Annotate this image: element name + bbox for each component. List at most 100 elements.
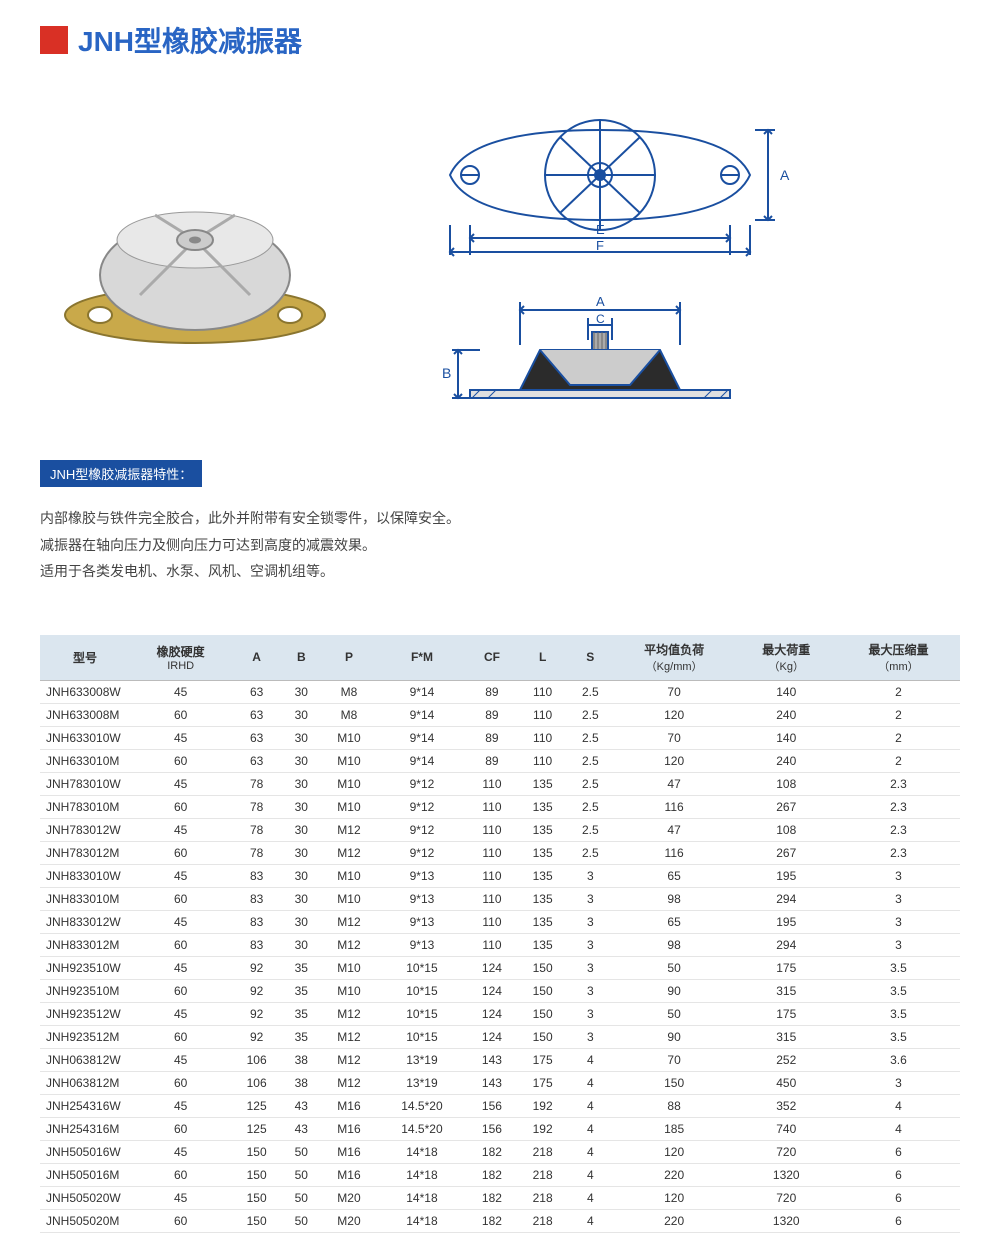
table-cell: 45 (130, 864, 231, 887)
images-row: A E F (40, 90, 960, 420)
table-cell: 6 (837, 1209, 960, 1232)
table-cell: 45 (130, 1140, 231, 1163)
table-cell: 150 (231, 1140, 282, 1163)
diagram-label-side-a: A (596, 294, 605, 309)
table-row: JNH923512M609235M1210*151241503903153.5 (40, 1025, 960, 1048)
table-cell: 4 (568, 1186, 613, 1209)
table-cell: 89 (467, 680, 518, 703)
table-cell: JNH505020M (40, 1209, 130, 1232)
table-row: JNH923510M609235M1010*151241503903153.5 (40, 979, 960, 1002)
table-cell: 6 (837, 1163, 960, 1186)
table-cell: 14*18 (377, 1163, 466, 1186)
table-header-cell: P (321, 635, 378, 681)
table-cell: 60 (130, 887, 231, 910)
table-cell: 90 (613, 1025, 736, 1048)
table-cell: M10 (321, 726, 378, 749)
table-cell: 116 (613, 795, 736, 818)
table-header-cell: F*M (377, 635, 466, 681)
table-cell: 50 (282, 1209, 321, 1232)
table-cell: 50 (282, 1140, 321, 1163)
table-cell: 182 (467, 1140, 518, 1163)
table-cell: 45 (130, 956, 231, 979)
desc-line: 适用于各类发电机、水泵、风机、空调机组等。 (40, 558, 960, 585)
table-cell: 9*13 (377, 910, 466, 933)
table-row: JNH505016W4515050M1614*1818221841207206 (40, 1140, 960, 1163)
table-cell: 124 (467, 1025, 518, 1048)
table-cell: 14*18 (377, 1186, 466, 1209)
table-cell: 9*14 (377, 703, 466, 726)
table-cell: 47 (613, 772, 736, 795)
table-cell: 110 (467, 933, 518, 956)
table-cell: 4 (568, 1094, 613, 1117)
table-header-cell: B (282, 635, 321, 681)
table-cell: JNH833010M (40, 887, 130, 910)
table-cell: 63 (231, 680, 282, 703)
table-cell: M10 (321, 749, 378, 772)
table-cell: 192 (517, 1094, 568, 1117)
table-cell: 150 (231, 1163, 282, 1186)
table-cell: 195 (736, 910, 837, 933)
table-header-cell: 平均值负荷（Kg/mm） (613, 635, 736, 681)
table-cell: 294 (736, 887, 837, 910)
table-cell: M12 (321, 1002, 378, 1025)
table-row: JNH063812W4510638M1213*191431754702523.6 (40, 1048, 960, 1071)
diagram-label-a: A (780, 167, 790, 183)
table-cell: 4 (568, 1163, 613, 1186)
table-cell: 45 (130, 818, 231, 841)
features-description: 内部橡胶与铁件完全胶合，此外并附带有安全锁零件，以保障安全。 减振器在轴向压力及… (40, 505, 960, 585)
table-header-cell: L (517, 635, 568, 681)
table-cell: 50 (282, 1163, 321, 1186)
table-row: JNH833010M608330M109*131101353982943 (40, 887, 960, 910)
table-cell: 98 (613, 933, 736, 956)
diagram-label-side-b: B (442, 365, 451, 381)
table-row: JNH833010W458330M109*131101353651953 (40, 864, 960, 887)
table-cell: 3 (837, 910, 960, 933)
table-cell: 6 (837, 1186, 960, 1209)
table-cell: 9*12 (377, 772, 466, 795)
table-cell: 63 (231, 703, 282, 726)
table-cell: 3 (837, 887, 960, 910)
table-cell: 38 (282, 1048, 321, 1071)
diagram-side-view: A C B (410, 290, 790, 420)
table-cell: M16 (321, 1140, 378, 1163)
table-cell: M12 (321, 1071, 378, 1094)
table-cell: JNH783012W (40, 818, 130, 841)
table-cell: 92 (231, 1025, 282, 1048)
table-cell: M10 (321, 795, 378, 818)
table-cell: JNH254316W (40, 1094, 130, 1117)
table-cell: 9*14 (377, 749, 466, 772)
table-cell: 740 (736, 1117, 837, 1140)
table-cell: 9*13 (377, 864, 466, 887)
table-cell: 92 (231, 956, 282, 979)
table-cell: 45 (130, 772, 231, 795)
table-cell: M12 (321, 933, 378, 956)
table-cell: 150 (231, 1186, 282, 1209)
table-cell: 3 (568, 979, 613, 1002)
table-cell: 60 (130, 1025, 231, 1048)
table-cell: M16 (321, 1163, 378, 1186)
table-cell: 38 (282, 1071, 321, 1094)
table-cell: 30 (282, 887, 321, 910)
table-cell: 125 (231, 1094, 282, 1117)
table-cell: 3 (568, 887, 613, 910)
table-cell: 218 (517, 1140, 568, 1163)
table-cell: 3 (837, 933, 960, 956)
table-cell: 267 (736, 841, 837, 864)
table-row: JNH833012M608330M129*131101353982943 (40, 933, 960, 956)
table-cell: 13*19 (377, 1048, 466, 1071)
table-cell: 45 (130, 1094, 231, 1117)
table-cell: 10*15 (377, 956, 466, 979)
table-cell: 3 (837, 1071, 960, 1094)
table-cell: 3.5 (837, 956, 960, 979)
table-cell: 10*15 (377, 1025, 466, 1048)
table-cell: 60 (130, 933, 231, 956)
table-cell: 9*12 (377, 818, 466, 841)
table-header-cell: A (231, 635, 282, 681)
table-row: JNH633008M606330M89*14891102.51202402 (40, 703, 960, 726)
table-cell: 2.3 (837, 841, 960, 864)
table-cell: 78 (231, 841, 282, 864)
table-cell: 110 (467, 864, 518, 887)
table-body: JNH633008W456330M89*14891102.5701402JNH6… (40, 680, 960, 1232)
table-row: JNH783012M607830M129*121101352.51162672.… (40, 841, 960, 864)
table-cell: 120 (613, 1186, 736, 1209)
